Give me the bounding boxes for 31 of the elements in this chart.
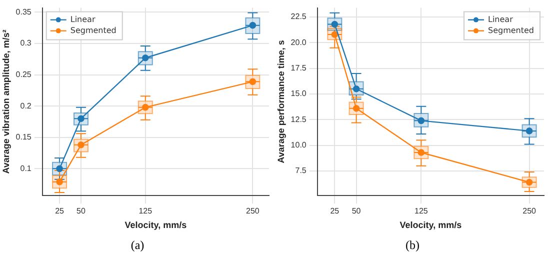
y-tick-label: 10.0 (290, 140, 307, 150)
y-tick-label: 0.3 (20, 38, 32, 48)
y-tick-label: 0.15 (16, 132, 32, 142)
x-tick-label: 125 (138, 206, 153, 216)
y-tick-label: 15.0 (290, 89, 307, 98)
x-axis-title: Velocity, mm/s (400, 220, 462, 230)
y-tick-label: 12.5 (290, 114, 307, 124)
legend-label: Segmented (70, 26, 116, 35)
y-tick-label: 0.2 (20, 101, 32, 110)
legend-label: Linear (70, 14, 96, 24)
y-tick-label: 0.1 (20, 164, 32, 173)
x-axis-title: Velocity, mm/s (124, 220, 187, 230)
x-tick-label: 250 (522, 206, 537, 216)
x-tick-label: 25 (330, 206, 340, 216)
y-axis-title: Avarage performance time, s (276, 40, 286, 164)
y-tick-label: 22.5 (290, 12, 307, 22)
x-tick-label: 125 (414, 206, 428, 216)
y-tick-label: 0.35 (16, 7, 32, 16)
x-tick-label: 50 (76, 206, 86, 216)
y-axis-title: Avarage vibration amplitude, m/s² (0, 30, 11, 174)
x-tick-label: 50 (352, 206, 362, 216)
y-tick-label: 7.5 (295, 166, 307, 176)
text: (b) (404, 238, 420, 253)
y-tick-label: 0.25 (16, 70, 32, 79)
x-tick-label: 250 (246, 206, 260, 216)
text: (a) (130, 238, 146, 253)
legend-label: Segmented (488, 26, 534, 35)
x-tick-label: 25 (55, 206, 65, 216)
y-tick-label: 20.0 (290, 38, 307, 47)
y-tick-label: 17.5 (290, 64, 307, 73)
legend-label: Linear (488, 14, 514, 24)
